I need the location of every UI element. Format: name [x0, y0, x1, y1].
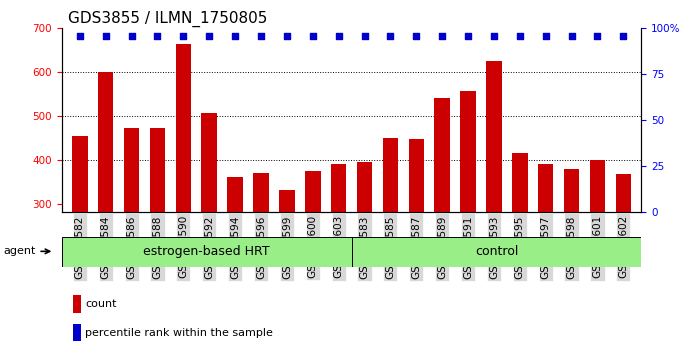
Bar — [72, 136, 88, 212]
Point — [281, 33, 292, 39]
Point — [178, 33, 189, 39]
Point — [255, 33, 266, 39]
Bar — [253, 173, 269, 212]
Bar — [227, 177, 243, 212]
Bar — [73, 295, 81, 313]
Point — [307, 33, 318, 39]
Point — [100, 33, 111, 39]
Point — [462, 33, 473, 39]
Point — [385, 33, 396, 39]
Text: percentile rank within the sample: percentile rank within the sample — [85, 328, 273, 338]
Bar — [176, 44, 191, 212]
Bar — [564, 170, 579, 212]
Bar — [408, 139, 424, 212]
Point — [152, 33, 163, 39]
Bar — [124, 128, 139, 212]
Bar — [383, 138, 398, 212]
Bar — [73, 324, 81, 341]
Point — [333, 33, 344, 39]
Bar — [486, 61, 501, 212]
Point — [514, 33, 525, 39]
Point — [359, 33, 370, 39]
FancyBboxPatch shape — [62, 237, 351, 267]
Text: estrogen-based HRT: estrogen-based HRT — [143, 245, 270, 258]
Point — [437, 33, 448, 39]
Point — [230, 33, 241, 39]
Text: control: control — [475, 245, 518, 258]
Bar — [357, 162, 372, 212]
Point — [488, 33, 499, 39]
Bar — [615, 174, 631, 212]
Bar — [590, 160, 605, 212]
Point — [74, 33, 85, 39]
Text: agent: agent — [3, 246, 49, 256]
Bar — [279, 190, 295, 212]
Point — [618, 33, 629, 39]
Point — [592, 33, 603, 39]
Bar — [331, 164, 346, 212]
Bar — [538, 164, 554, 212]
Point — [126, 33, 137, 39]
Text: GDS3855 / ILMN_1750805: GDS3855 / ILMN_1750805 — [67, 11, 267, 27]
Point — [204, 33, 215, 39]
Point — [566, 33, 577, 39]
Bar — [460, 91, 476, 212]
Bar — [98, 72, 113, 212]
Bar — [512, 153, 528, 212]
Point — [540, 33, 551, 39]
Point — [411, 33, 422, 39]
Bar — [150, 128, 165, 212]
Bar — [202, 113, 217, 212]
FancyBboxPatch shape — [351, 237, 641, 267]
Bar — [434, 98, 450, 212]
Bar — [305, 171, 320, 212]
Text: count: count — [85, 299, 117, 309]
